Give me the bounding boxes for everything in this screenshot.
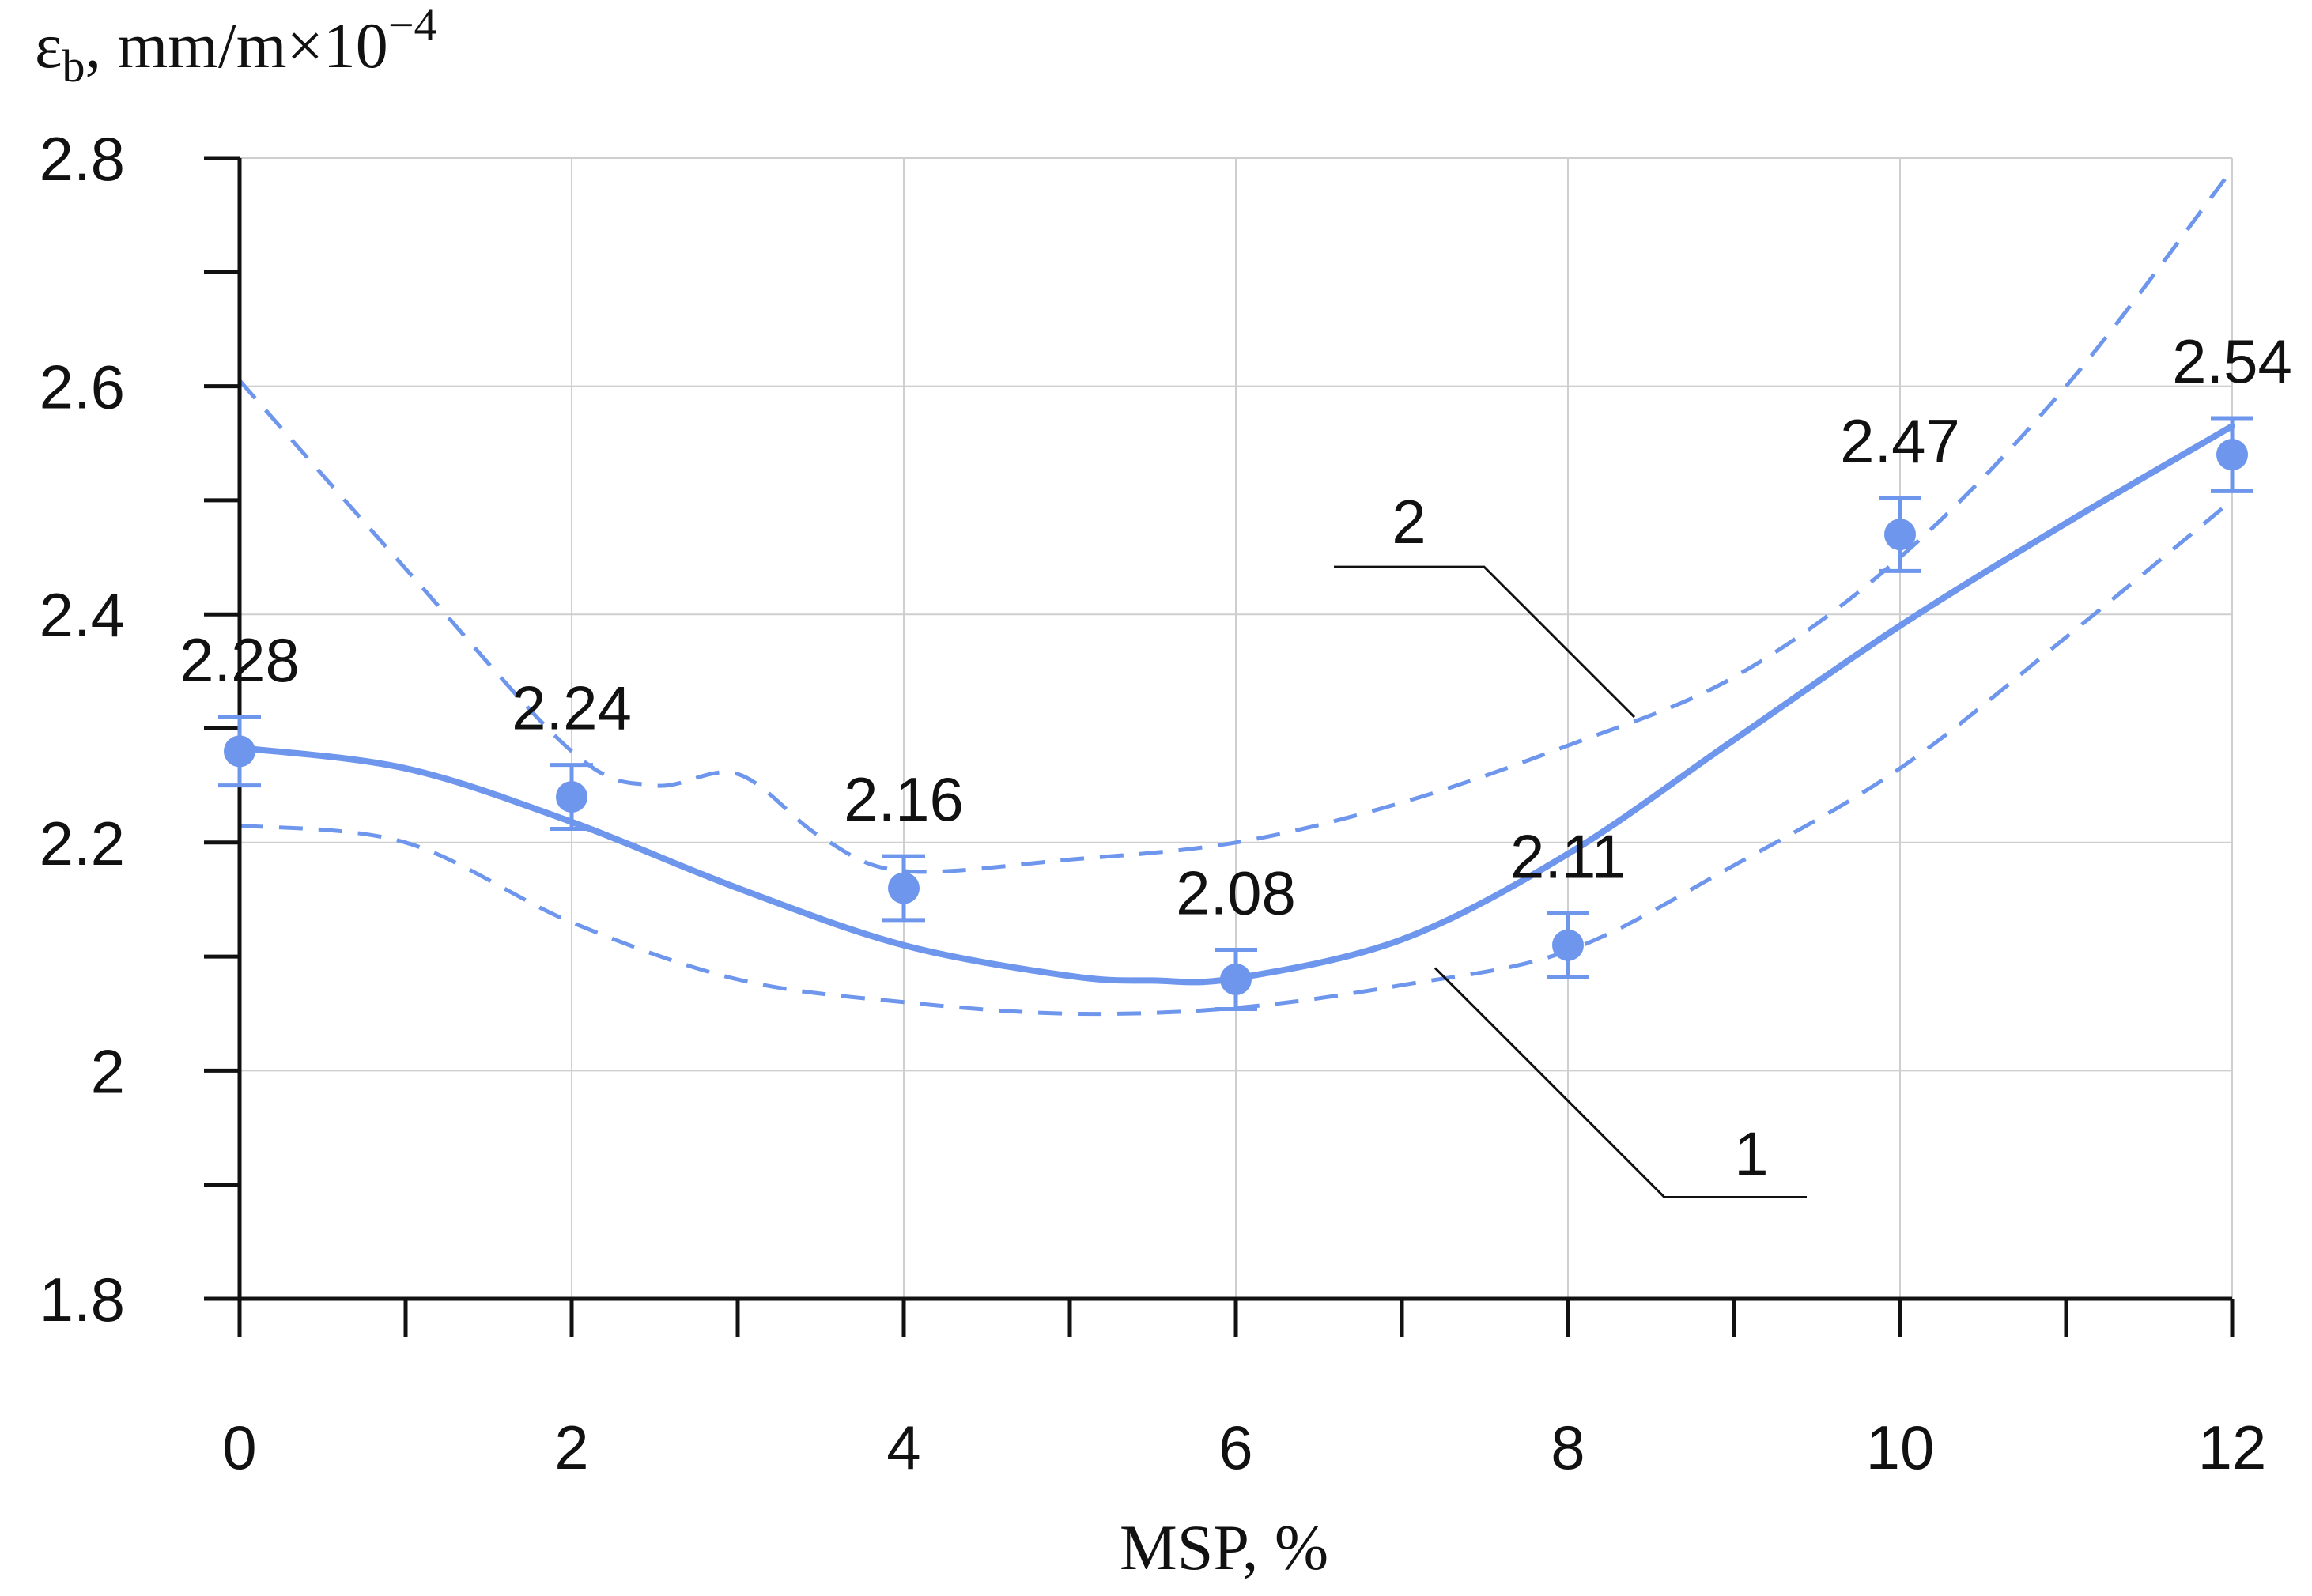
data-label: 2.16 xyxy=(844,764,964,834)
data-point xyxy=(888,872,920,904)
callout-1-leader xyxy=(1434,967,1807,1199)
data-point xyxy=(2216,439,2248,471)
data-points: 2.28 2.24 2.16 2.08 2.11 2.47 2.54 xyxy=(179,326,2292,1011)
axis-titles: MSP, % εb, mm/m×10−4 xyxy=(35,0,1328,1583)
x-tick-label: 10 xyxy=(1866,1413,1935,1482)
data-point xyxy=(1884,519,1916,551)
grid xyxy=(239,157,2233,1300)
y-tick-label: 2.2 xyxy=(40,809,125,878)
x-tick-label: 2 xyxy=(554,1413,588,1482)
y-tick-label: 2 xyxy=(91,1036,125,1106)
y-axis-title: εb, mm/m×10−4 xyxy=(35,0,437,92)
y-axis-exponent: −4 xyxy=(388,0,437,51)
y-axis-symbol: ε xyxy=(35,9,62,81)
y-axis-subscript: b xyxy=(62,40,85,92)
data-label: 2.47 xyxy=(1840,406,1960,476)
data-point xyxy=(1552,929,1584,961)
callout-1-label: 1 xyxy=(1734,1119,1768,1189)
axes: 1.822.22.42.62.80 2 4 6 8 10 12 xyxy=(40,124,2267,1482)
x-tick-label: 0 xyxy=(222,1413,256,1482)
data-label: 2.28 xyxy=(179,625,300,695)
callouts: 21 xyxy=(1334,487,1807,1199)
callout-2-label: 2 xyxy=(1392,487,1426,557)
y-tick-label: 2.4 xyxy=(40,580,125,650)
y-tick-label: 2.8 xyxy=(40,124,125,194)
x-axis-title: MSP, % xyxy=(1120,1511,1328,1583)
x-tick-label: 4 xyxy=(886,1413,920,1482)
data-point xyxy=(556,781,587,813)
x-tick-label: 6 xyxy=(1218,1413,1252,1482)
callout-2-leader xyxy=(1334,565,1636,719)
x-tick-label: 8 xyxy=(1551,1413,1585,1482)
data-label: 2.24 xyxy=(512,673,632,743)
data-point xyxy=(1220,963,1252,995)
y-tick-label: 1.8 xyxy=(40,1265,125,1334)
data-point xyxy=(224,735,255,768)
data-label: 2.08 xyxy=(1176,858,1296,927)
data-label: 2.54 xyxy=(2172,326,2292,396)
data-label: 2.11 xyxy=(1510,821,1626,891)
y-axis-unit: , mm/m×10 xyxy=(85,9,387,81)
confidence-band xyxy=(238,168,2234,1017)
confidence-lower-line xyxy=(239,498,2234,1017)
y-tick-label: 2.6 xyxy=(40,353,125,422)
x-tick-label: 12 xyxy=(2198,1413,2267,1482)
confidence-upper-line xyxy=(238,168,2234,874)
